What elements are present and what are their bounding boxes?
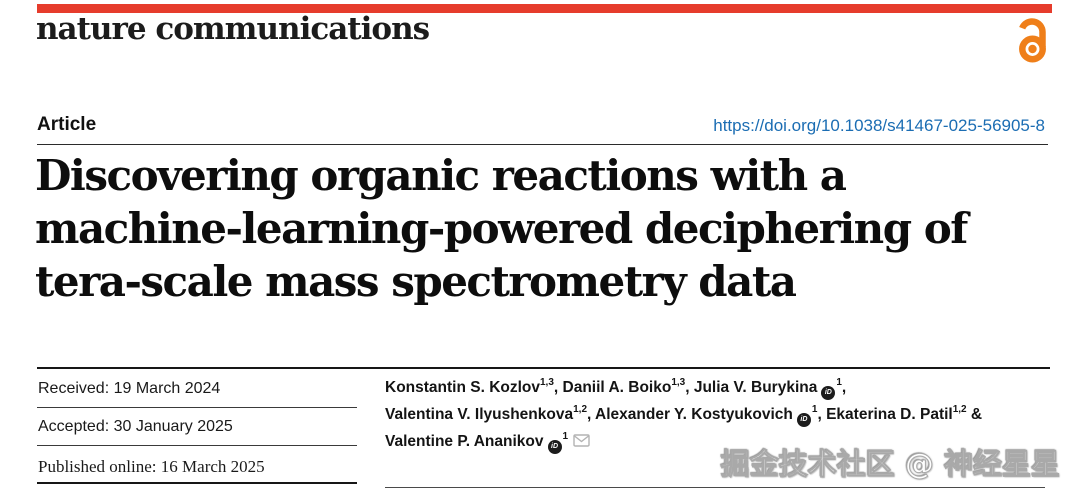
affiliation-superscript: 1,2 xyxy=(573,403,588,415)
title-line-1: Discovering organic reactions with a xyxy=(35,151,847,200)
author-line-1: Konstantin S. Kozlov1,3, Daniil A. Boiko… xyxy=(385,374,1050,401)
author-name-text: Valentine P. Ananikov xyxy=(385,433,544,450)
title-line-2: machine-learning-powered deciphering of xyxy=(35,204,968,253)
meta-top-divider xyxy=(37,367,1050,369)
affiliation-superscript: 1,3 xyxy=(540,376,554,388)
author-list: Konstantin S. Kozlov1,3, Daniil A. Boiko… xyxy=(385,374,1050,456)
dates-divider-1 xyxy=(37,407,357,408)
affiliation-superscript: 1,3 xyxy=(671,376,686,388)
published-date: Published online: 16 March 2025 xyxy=(38,457,265,476)
authors-bottom-divider xyxy=(385,487,1045,488)
article-type-label: Article xyxy=(37,114,97,135)
journal-wordmark: nature communications xyxy=(36,11,430,47)
accepted-date: Accepted: 30 January 2025 xyxy=(38,418,233,435)
dates-divider-2 xyxy=(37,445,357,446)
watermark-text: 掘金技术社区 @ 神经星星 xyxy=(720,447,1060,482)
author-line-2: Valentina V. Ilyushenkova1,2, Alexander … xyxy=(385,401,1050,428)
affiliation-superscript: 1 xyxy=(811,403,818,415)
author-name-text: , Ekaterina D. Patil xyxy=(817,406,953,423)
title-line-3: tera-scale mass spectrometry data xyxy=(35,257,797,306)
brand-red-bar xyxy=(37,4,1052,13)
author-name-text: , xyxy=(841,379,847,396)
open-access-icon xyxy=(1014,11,1054,65)
orcid-icon[interactable]: iD xyxy=(796,412,811,427)
received-date: Received: 19 March 2024 xyxy=(38,380,221,397)
author-name-text: , Julia V. Burykina xyxy=(685,379,818,396)
article-title: Discovering organic reactions with a mac… xyxy=(35,149,1045,308)
author-name-text: & xyxy=(966,406,983,423)
dates-bottom-divider xyxy=(37,482,357,484)
email-icon[interactable] xyxy=(573,429,590,456)
author-name-text: Valentina V. Ilyushenkova xyxy=(385,406,574,423)
author-name-text: , Alexander Y. Kostyukovich xyxy=(587,406,793,423)
author-name-text: Konstantin S. Kozlov xyxy=(385,379,540,396)
doi-link[interactable]: https://doi.org/10.1038/s41467-025-56905… xyxy=(713,116,1045,135)
header-divider xyxy=(37,144,1048,145)
affiliation-superscript: 1 xyxy=(562,430,569,442)
affiliation-superscript: 1 xyxy=(836,376,842,388)
orcid-icon[interactable]: iD xyxy=(821,385,836,400)
orcid-icon[interactable]: iD xyxy=(547,439,562,454)
author-name-text: , Daniil A. Boiko xyxy=(553,379,672,396)
author-line-3: Valentine P. Ananikov iD1 xyxy=(385,428,1050,456)
affiliation-superscript: 1,2 xyxy=(952,403,967,415)
